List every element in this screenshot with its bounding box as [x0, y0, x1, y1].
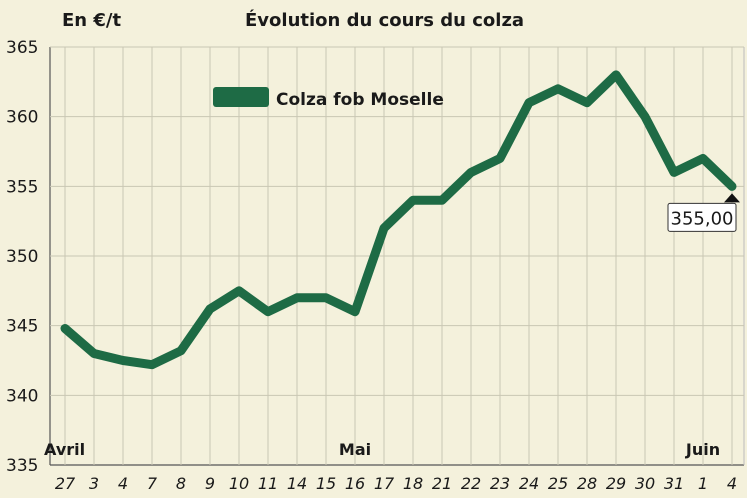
x-tick-label: 22 [461, 474, 481, 493]
y-tick-label: 350 [6, 247, 38, 267]
data-point [322, 294, 330, 302]
x-tick-label: 4 [727, 474, 737, 493]
data-point [351, 308, 359, 316]
x-tick-label: 16 [345, 474, 365, 493]
x-tick-label: 30 [635, 474, 655, 493]
data-point [467, 168, 475, 176]
series-line-colza-fob-moselle [60, 70, 737, 370]
data-point [177, 347, 185, 355]
data-point [235, 287, 243, 295]
last-value-pointer [724, 193, 740, 203]
x-tick-label: 17 [374, 474, 395, 493]
month-label: Mai [339, 440, 371, 459]
month-label: Juin [685, 440, 720, 459]
data-point [380, 224, 388, 232]
month-label: Avril [44, 440, 85, 459]
series-points [61, 71, 736, 369]
last-value-box [667, 202, 737, 232]
data-point [525, 99, 533, 107]
x-tick-label: 18 [403, 474, 423, 493]
legend-swatch [213, 87, 269, 107]
grid-lines [49, 46, 745, 466]
data-point [496, 154, 504, 162]
data-point [61, 324, 69, 332]
x-tick-label: 1 [698, 474, 708, 493]
chart-title: Évolution du cours du colza [245, 9, 524, 31]
data-point [293, 294, 301, 302]
x-tick-label: 4 [118, 474, 128, 493]
x-tick-label: 28 [577, 474, 597, 493]
data-point [206, 305, 214, 313]
x-tick-label: 9 [205, 474, 215, 493]
month-labels: Avril Mai Juin [44, 440, 720, 459]
legend: Colza fob Moselle [213, 87, 444, 110]
x-tick-label: 15 [316, 474, 336, 493]
last-value-label: 355,00 [671, 208, 734, 229]
data-point [612, 71, 620, 79]
y-axis-unit: En €/t [62, 10, 121, 31]
x-tick-label: 27 [55, 474, 76, 493]
x-tick-label: 3 [89, 474, 99, 493]
x-tick-label: 8 [176, 474, 186, 493]
x-tick-label: 10 [229, 474, 249, 493]
x-tick-label: 31 [664, 474, 684, 493]
data-point [728, 182, 736, 190]
y-tick-label: 365 [6, 38, 38, 58]
data-point [264, 308, 272, 316]
data-point [438, 196, 446, 204]
y-axis-ticks: 335 340 345 350 355 360 365 [6, 38, 38, 476]
x-tick-label: 14 [287, 474, 307, 493]
data-point [90, 350, 98, 358]
y-tick-label: 360 [6, 108, 38, 128]
data-point [699, 154, 707, 162]
data-point [148, 361, 156, 369]
x-tick-label: 24 [519, 474, 539, 493]
x-tick-label: 23 [490, 474, 510, 493]
data-point [409, 196, 417, 204]
data-point [670, 168, 678, 176]
y-tick-label: 345 [6, 317, 38, 337]
x-tick-label: 7 [147, 474, 158, 493]
y-tick-label: 355 [6, 177, 38, 197]
x-tick-label: 25 [548, 474, 568, 493]
y-tick-label: 335 [6, 456, 38, 476]
last-value-marker: 355,00 [667, 193, 740, 232]
x-tick-label: 29 [606, 474, 626, 493]
x-tick-label: 11 [258, 474, 278, 493]
legend-label: Colza fob Moselle [276, 90, 444, 110]
x-axis-ticks: 27 3 4 7 8 9 10 11 14 15 16 17 18 21 22 23 24 25 28 29 30 31 1… [55, 474, 737, 493]
data-point [554, 85, 562, 93]
data-point [641, 113, 649, 121]
data-point [583, 99, 591, 107]
y-tick-label: 340 [6, 386, 38, 406]
data-point [119, 357, 127, 364]
x-tick-label: 21 [432, 474, 452, 493]
